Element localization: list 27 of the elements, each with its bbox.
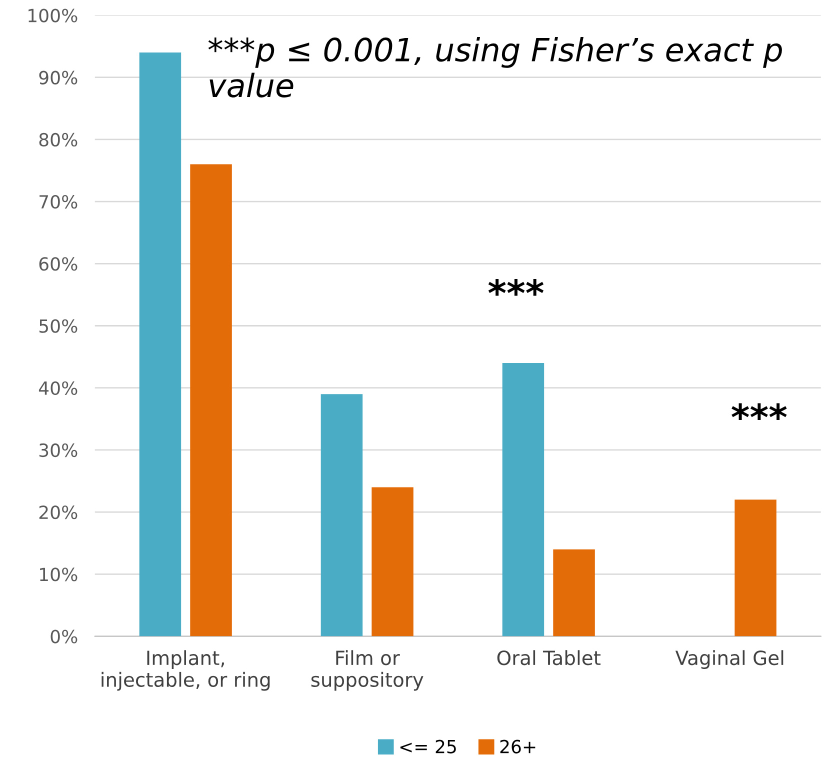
legend-label: <= 25	[400, 740, 456, 754]
x-tick-label: Vaginal Gel	[675, 650, 784, 669]
y-tick-label: 100%	[28, 8, 78, 22]
bar	[553, 549, 595, 636]
y-tick-label: 30%	[39, 443, 78, 458]
y-tick-label: 0%	[50, 630, 78, 644]
annotation: ***	[732, 403, 787, 420]
bar	[502, 363, 544, 636]
y-tick-label: 20%	[39, 506, 78, 520]
bar	[734, 500, 776, 636]
y-tick-label: 10%	[40, 568, 78, 582]
y-tick-label: 90%	[39, 70, 78, 84]
y-tick-label: 70%	[40, 195, 78, 209]
y-tick-label: 40%	[38, 381, 78, 395]
y-tick-label: 50%	[39, 319, 78, 333]
bar	[190, 164, 232, 636]
bar	[139, 52, 182, 636]
x-tick-label: Oral Tablet	[497, 650, 601, 666]
x-tick-label: Implant, injectable, or ring	[102, 650, 270, 691]
y-tick-label: 60%	[39, 257, 78, 271]
bar	[320, 394, 363, 636]
bar	[372, 487, 414, 636]
annotation: ***	[488, 279, 544, 296]
annotation: ***p ≤ 0.001, using Fisher’s exact p value	[208, 36, 782, 98]
y-tick-label: 80%	[39, 132, 78, 147]
x-tick-label: Film or suppository	[311, 650, 424, 691]
legend-label: 26+	[500, 740, 536, 754]
